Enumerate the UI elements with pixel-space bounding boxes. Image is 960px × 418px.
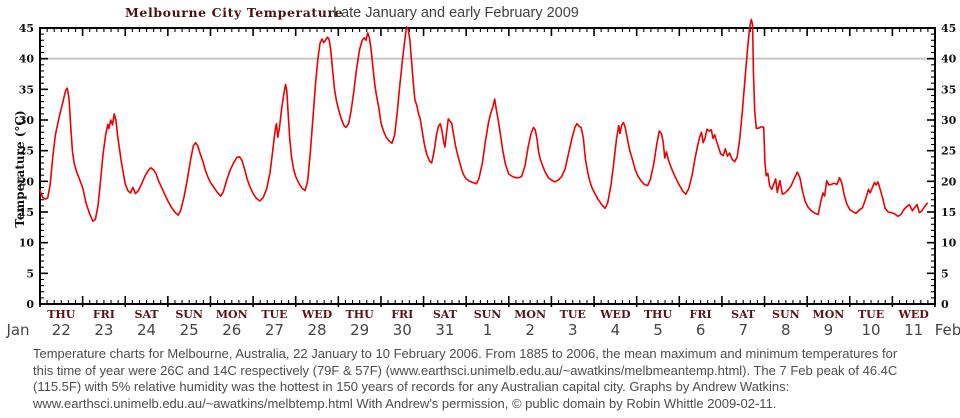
- day-name-label: MON: [216, 308, 248, 321]
- y-tick-label-right: 40: [941, 53, 957, 66]
- date-label: 5: [653, 321, 663, 339]
- y-tick-label-right: 45: [941, 22, 956, 35]
- date-label: 3: [568, 321, 578, 339]
- y-tick-label-left: 35: [19, 83, 34, 96]
- day-name-label: SUN: [474, 308, 502, 321]
- y-tick-label-left: 0: [26, 298, 34, 311]
- date-label: 25: [180, 321, 199, 339]
- date-label: 23: [94, 321, 113, 339]
- y-tick-label-right: 5: [941, 267, 949, 280]
- date-label: 9: [824, 321, 834, 339]
- date-label: 31: [435, 321, 454, 339]
- day-name-label: SAT: [433, 308, 458, 321]
- caption-line-3: (115.5F) with 5% relative humidity was t…: [33, 379, 790, 394]
- y-tick-label-left: 5: [26, 267, 34, 280]
- date-label: 30: [393, 321, 412, 339]
- y-tick-label-right: 30: [941, 114, 957, 127]
- date-label: 2: [525, 321, 535, 339]
- chart-title: Melbourne City Temperature: [125, 5, 344, 20]
- date-label: 6: [696, 321, 706, 339]
- date-label: 29: [350, 321, 369, 339]
- day-name-label: SUN: [175, 308, 203, 321]
- chart-caption: Temperature charts for Melbourne, Austra…: [33, 346, 897, 412]
- day-name-label: FRI: [93, 308, 115, 321]
- date-label: 11: [904, 321, 923, 339]
- caption-line-4: www.earthsci.unimelb.edu.au/~awatkins/me…: [33, 395, 777, 411]
- y-tick-label-right: 0: [941, 298, 949, 311]
- month-label-jan: Jan: [5, 321, 29, 339]
- date-label: 4: [611, 321, 621, 339]
- caption-line-1: Temperature charts for Melbourne, Austra…: [33, 346, 898, 361]
- y-tick-label-right: 35: [941, 83, 956, 96]
- day-name-label: SUN: [772, 308, 800, 321]
- temperature-line: [39, 18, 929, 222]
- y-tick-label-left: 30: [19, 114, 35, 127]
- y-tick-label-right: 20: [941, 175, 957, 188]
- day-name-label: WED: [301, 308, 333, 321]
- day-name-label: THU: [644, 308, 673, 321]
- day-name-label: WED: [898, 308, 930, 321]
- y-tick-label-left: 20: [19, 175, 35, 188]
- y-tick-label-left: 40: [19, 53, 35, 66]
- day-name-label: MON: [813, 308, 845, 321]
- date-label: 7: [738, 321, 748, 339]
- date-label: 26: [222, 321, 241, 339]
- day-name-label: THU: [346, 308, 375, 321]
- day-name-label: TUE: [858, 308, 884, 321]
- date-label: 27: [265, 321, 284, 339]
- y-tick-label-right: 15: [941, 206, 956, 219]
- day-name-label: TUE: [560, 308, 586, 321]
- axis-frame: [39, 27, 936, 305]
- month-label-feb: Feb: [935, 321, 960, 339]
- date-label: 10: [862, 321, 881, 339]
- y-tick-label-left: 45: [19, 22, 34, 35]
- y-tick-label-left: 25: [19, 145, 34, 158]
- caption-line-2: this time of year were 26C and 14C respe…: [33, 362, 898, 378]
- date-label: 28: [307, 321, 326, 339]
- day-name-label: TUE: [261, 308, 287, 321]
- day-name-label: SAT: [135, 308, 160, 321]
- chart-subtitle: Late January and early February 2009: [333, 5, 579, 21]
- day-name-label: FRI: [391, 308, 413, 321]
- date-label: 22: [52, 321, 71, 339]
- y-tick-label-left: 10: [19, 237, 35, 250]
- date-label: 8: [781, 321, 791, 339]
- day-name-label: WED: [599, 308, 631, 321]
- y-tick-label-right: 25: [941, 145, 956, 158]
- y-tick-label-left: 15: [19, 206, 34, 219]
- date-label: 1: [483, 321, 493, 339]
- day-name-label: MON: [514, 308, 546, 321]
- y-tick-label-right: 10: [941, 237, 957, 250]
- day-name-label: THU: [47, 308, 76, 321]
- date-label: 24: [137, 321, 156, 339]
- day-name-label: SAT: [731, 308, 756, 321]
- day-name-label: FRI: [690, 308, 712, 321]
